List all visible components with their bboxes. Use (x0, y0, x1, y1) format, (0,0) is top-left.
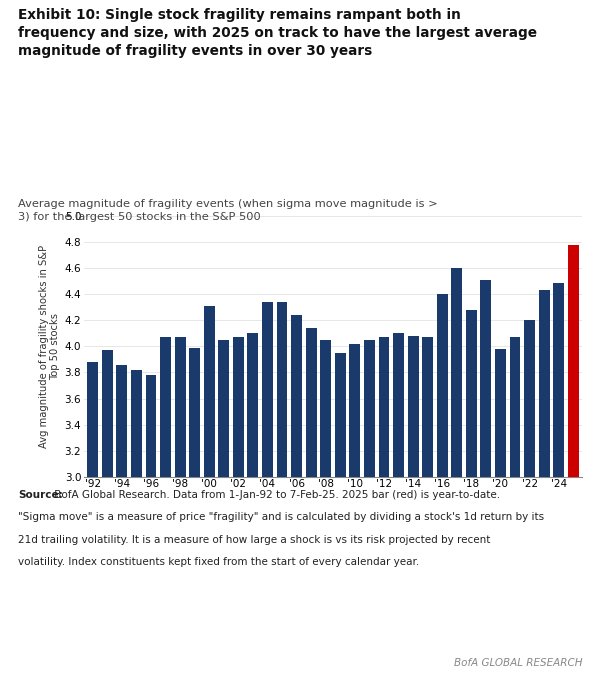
Bar (481, 280, 491, 676)
Bar (116, 364, 127, 676)
Bar (160, 337, 171, 676)
Text: BofA Global Research. Data from 1-Jan-92 to 7-Feb-25. 2025 bar (red) is year-to-: BofA Global Research. Data from 1-Jan-92… (51, 490, 500, 500)
Bar (393, 333, 404, 676)
Text: 21d trailing volatility. It is a measure of how large a shock is vs its risk pro: 21d trailing volatility. It is a measure… (18, 535, 490, 545)
Bar (407, 336, 419, 676)
Y-axis label: Avg magnitude of fragility shocks in S&P
Top 50 stocks: Avg magnitude of fragility shocks in S&P… (39, 245, 61, 448)
Bar (349, 344, 361, 676)
Bar (102, 350, 113, 676)
Bar (218, 340, 229, 676)
Bar (364, 340, 375, 676)
Bar (335, 353, 346, 676)
Text: Source:: Source: (18, 490, 63, 500)
Bar (320, 340, 331, 676)
Bar (175, 337, 185, 676)
Bar (305, 329, 317, 676)
Bar (466, 310, 477, 676)
Bar (291, 315, 302, 676)
Bar (422, 337, 433, 676)
Bar (379, 337, 389, 676)
Bar (509, 337, 520, 676)
Bar (451, 268, 462, 676)
Text: volatility. Index constituents kept fixed from the start of every calendar year.: volatility. Index constituents kept fixe… (18, 557, 419, 567)
Bar (495, 349, 506, 676)
Text: BofA GLOBAL RESEARCH: BofA GLOBAL RESEARCH (454, 658, 582, 668)
Bar (146, 375, 157, 676)
Bar (262, 302, 273, 676)
Text: Exhibit 10: Single stock fragility remains rampant both in
frequency and size, w: Exhibit 10: Single stock fragility remai… (18, 8, 537, 58)
Bar (87, 362, 98, 676)
Bar (277, 302, 287, 676)
Bar (524, 320, 535, 676)
Bar (233, 337, 244, 676)
Bar (568, 245, 579, 676)
Bar (437, 295, 448, 676)
Text: "Sigma move" is a measure of price "fragility" and is calculated by dividing a s: "Sigma move" is a measure of price "frag… (18, 512, 544, 523)
Bar (189, 347, 200, 676)
Text: Average magnitude of fragility events (when sigma move magnitude is >
3) for the: Average magnitude of fragility events (w… (18, 199, 438, 222)
Bar (553, 283, 564, 676)
Bar (247, 333, 259, 676)
Bar (131, 370, 142, 676)
Bar (539, 291, 550, 676)
Bar (204, 306, 215, 676)
